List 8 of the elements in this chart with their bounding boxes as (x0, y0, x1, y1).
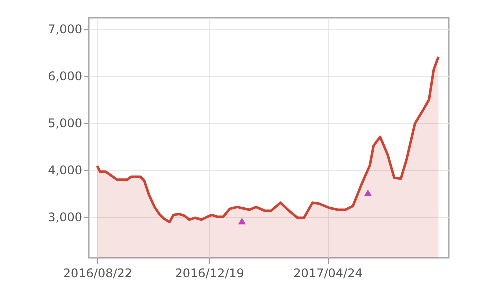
y-tick-label: 7,000 (48, 22, 82, 36)
y-tick-label: 3,000 (48, 210, 82, 225)
y-tick-label: 6,000 (48, 69, 82, 84)
y-tick-label: 5,000 (48, 116, 82, 130)
x-tick-label: 2016/08/22 (63, 266, 133, 280)
x-tick-label: 2016/12/19 (175, 266, 244, 280)
y-tick-label: 4,000 (48, 164, 82, 178)
x-tick-label: 2017/04/24 (294, 266, 363, 280)
